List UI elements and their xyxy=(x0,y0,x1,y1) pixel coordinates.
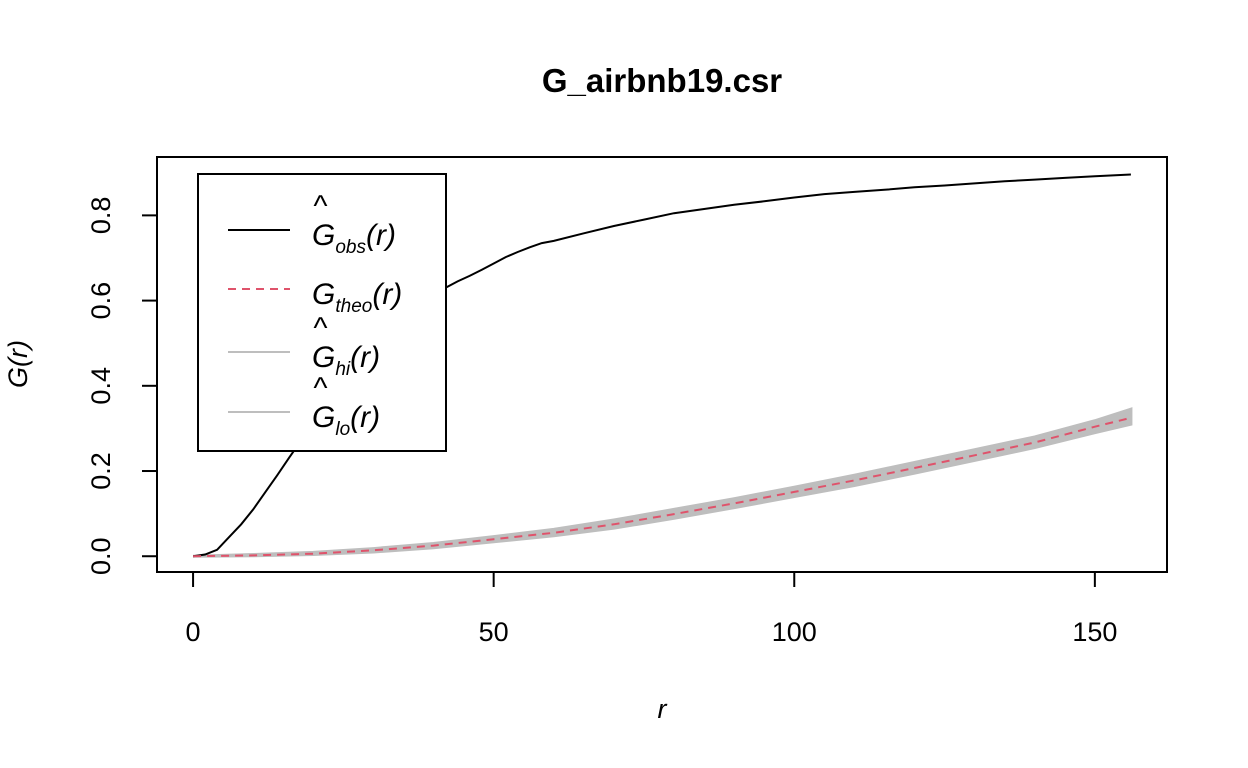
x-tick-label: 150 xyxy=(1072,617,1117,647)
x-axis: 0 50 100 150 xyxy=(186,571,1117,647)
series-line-theo xyxy=(193,416,1132,558)
envelope-polygon xyxy=(193,407,1133,558)
x-axis-label: r xyxy=(658,694,668,724)
legend-hat-hi: ^ xyxy=(313,312,328,345)
y-tick-label: 0.4 xyxy=(86,367,116,405)
legend-box xyxy=(197,173,447,452)
envelope-band xyxy=(193,407,1133,558)
y-tick-label: 0.2 xyxy=(86,452,116,490)
legend-label-theo: Gtheo(r) xyxy=(312,278,402,317)
legend-label-obs: Gobs(r) xyxy=(312,219,396,258)
legend-label-hi: Ghi(r) xyxy=(312,341,380,380)
x-tick-label: 0 xyxy=(186,617,201,647)
series-line-obs xyxy=(192,173,1131,558)
legend-hat-obs: ^ xyxy=(313,190,328,223)
series-group xyxy=(192,173,1132,558)
legend-label-lo: Glo(r) xyxy=(312,401,380,440)
x-tick-label: 50 xyxy=(479,617,509,647)
y-tick-label: 0.6 xyxy=(86,282,116,320)
y-tick-label: 0.8 xyxy=(86,197,116,235)
y-axis: 0.0 0.2 0.4 0.6 0.8 xyxy=(86,197,158,575)
x-tick-label: 100 xyxy=(772,617,817,647)
legend-hat-lo: ^ xyxy=(313,372,328,405)
legend: ^Gobs(r)Gtheo(r)^Ghi(r)^Glo(r) xyxy=(197,173,447,452)
y-tick-label: 0.0 xyxy=(86,537,116,575)
chart-title: G_airbnb19.csr xyxy=(542,62,782,99)
y-axis-label: G(r) xyxy=(3,340,33,388)
